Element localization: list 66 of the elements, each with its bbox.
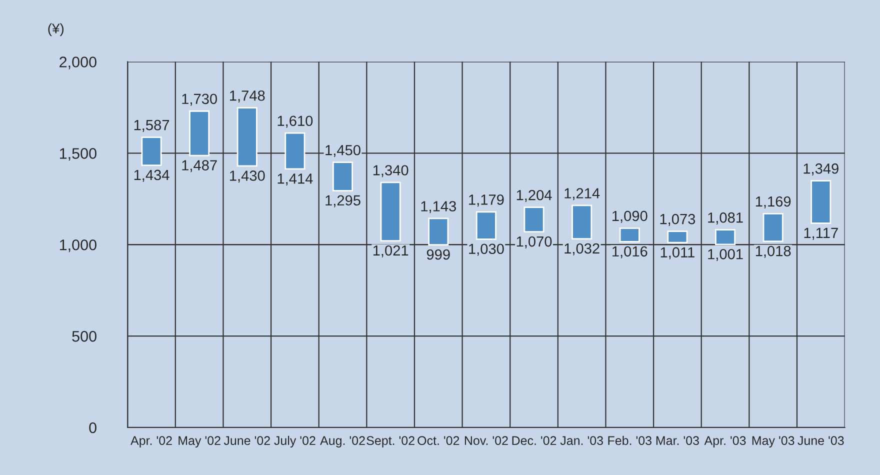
annotation: 1,414 xyxy=(278,174,313,186)
annotation: 1,587 xyxy=(134,120,170,132)
bar xyxy=(189,110,210,156)
annotation: 1,070 xyxy=(516,236,552,248)
annotation: 1,018 xyxy=(756,246,791,258)
bar xyxy=(762,213,784,242)
x-tick-label: Apr. '02 xyxy=(130,436,172,448)
y-tick-label: 1,000 xyxy=(60,239,96,252)
annotation: 1,450 xyxy=(326,144,360,158)
bar xyxy=(572,204,592,240)
annotation: 1,340 xyxy=(373,165,408,178)
bar xyxy=(715,229,736,246)
x-tick-label: Oct. '02 xyxy=(418,436,460,446)
bar xyxy=(667,230,688,244)
bar xyxy=(141,136,162,166)
annotation: 1,295 xyxy=(326,195,360,208)
annotation: 1,179 xyxy=(469,194,504,207)
annotation: 1,214 xyxy=(564,188,600,200)
bar xyxy=(476,211,496,240)
bar xyxy=(332,162,354,192)
annotation: 1,748 xyxy=(230,90,265,103)
annotation: 1,032 xyxy=(564,243,600,256)
bar xyxy=(236,107,258,167)
bar xyxy=(619,227,640,242)
annotation: 1,204 xyxy=(516,190,552,202)
bar xyxy=(524,206,544,233)
annotation: 1,117 xyxy=(804,228,838,240)
annotation: 1,434 xyxy=(134,170,170,182)
annotation: 1,030 xyxy=(469,244,504,256)
annotation: 1,143 xyxy=(421,201,456,214)
annotation: 1,349 xyxy=(804,163,838,176)
annotation: 1,021 xyxy=(373,245,408,258)
x-tick-label: Apr. '03 xyxy=(704,436,746,448)
annotation: 1,001 xyxy=(708,248,743,262)
x-tick-label: June '02 xyxy=(224,436,270,446)
x-tick-label: May '02 xyxy=(178,436,220,448)
x-tick-label: Jan. '03 xyxy=(560,436,603,446)
y-tick-label: 2,000 xyxy=(60,56,96,70)
x-tick-label: Aug. '02 xyxy=(320,436,365,448)
annotation: 999 xyxy=(426,249,450,260)
bar xyxy=(428,218,449,246)
y-axis-title: (¥) xyxy=(48,23,64,36)
annotation: 1,169 xyxy=(756,196,791,208)
bar xyxy=(284,132,306,170)
annotation: 1,730 xyxy=(182,94,217,106)
x-tick-label: Feb. '03 xyxy=(608,436,652,446)
bar xyxy=(810,180,832,224)
annotation: 1,016 xyxy=(612,246,648,258)
y-tick-label: 500 xyxy=(72,330,96,342)
annotation: 1,090 xyxy=(612,210,648,223)
y-tick-label: 0 xyxy=(89,422,96,434)
x-tick-label: Sept. '02 xyxy=(366,436,414,448)
x-tick-label: July '02 xyxy=(274,436,316,448)
x-tick-label: June '03 xyxy=(798,436,844,446)
annotation: 1,430 xyxy=(230,170,265,183)
x-tick-label: Dec. '02 xyxy=(512,436,556,446)
annotation: 1,073 xyxy=(660,214,696,226)
y-tick-label: 1,500 xyxy=(60,148,96,161)
x-tick-label: May '03 xyxy=(752,436,794,448)
annotation: 1,081 xyxy=(708,212,743,224)
annotation: 1,610 xyxy=(278,116,313,128)
annotation: 1,011 xyxy=(660,247,694,260)
x-tick-label: Mar. '03 xyxy=(656,436,699,446)
bar xyxy=(380,182,401,242)
annotation: 1,487 xyxy=(182,160,217,172)
x-tick-label: Nov. '02 xyxy=(464,436,508,446)
